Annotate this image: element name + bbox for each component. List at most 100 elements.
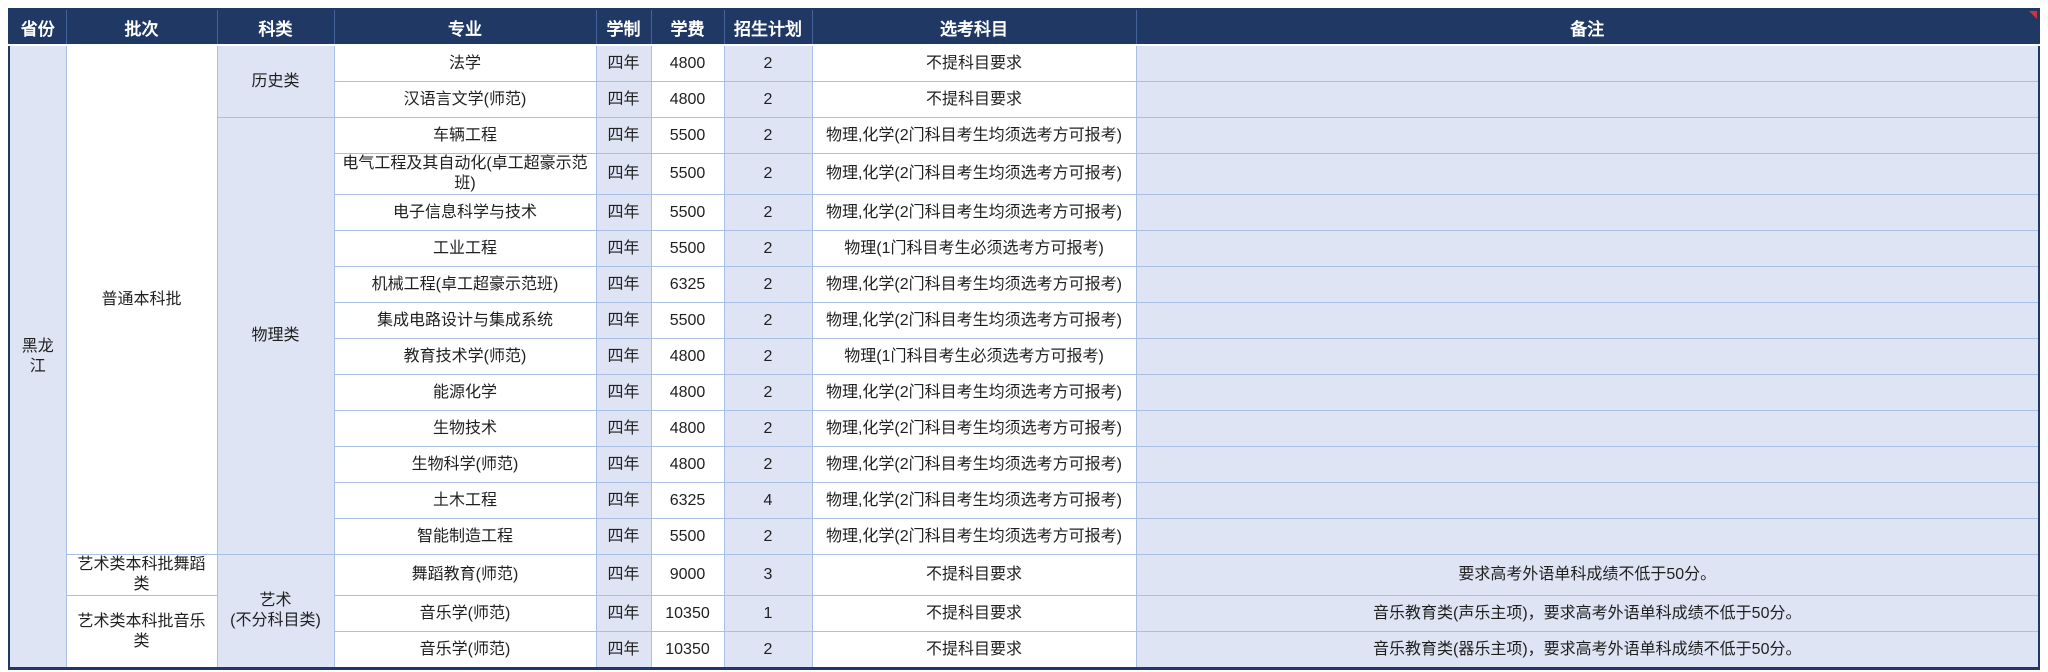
cell-duration: 四年 bbox=[595, 631, 652, 669]
cell-note bbox=[1135, 81, 2040, 118]
cell-note bbox=[1135, 338, 2040, 375]
cell-subjects: 不提科目要求 bbox=[811, 554, 1137, 596]
cell-plan: 2 bbox=[723, 446, 813, 483]
table-row: 生物技术 四年 4800 2 物理,化学(2门科目考生均须选考方可报考) bbox=[9, 410, 2040, 447]
table-row: 汉语言文学(师范) 四年 4800 2 不提科目要求 bbox=[9, 81, 2040, 118]
cell-duration: 四年 bbox=[595, 117, 652, 154]
cell-fee: 9000 bbox=[650, 554, 725, 596]
cell-plan: 2 bbox=[723, 230, 813, 267]
cell-note bbox=[1135, 374, 2040, 411]
table-row: 电气工程及其自动化(卓工超豪示范班) 四年 5500 2 物理,化学(2门科目考生均须选… bbox=[9, 153, 2040, 195]
cell-plan: 2 bbox=[723, 302, 813, 339]
cell-subjects: 物理,化学(2门科目考生均须选考方可报考) bbox=[811, 266, 1137, 303]
cell-duration: 四年 bbox=[595, 595, 652, 632]
cell-major: 集成电路设计与集成系统 bbox=[333, 302, 597, 339]
cell-major: 音乐学(师范) bbox=[333, 631, 597, 669]
cell-plan: 2 bbox=[723, 518, 813, 555]
cell-plan: 2 bbox=[723, 81, 813, 118]
header-plan: 招生计划 bbox=[723, 8, 813, 46]
cell-duration: 四年 bbox=[595, 338, 652, 375]
cell-note bbox=[1135, 44, 2040, 82]
cell-major: 生物技术 bbox=[333, 410, 597, 447]
cell-major: 生物科学(师范) bbox=[333, 446, 597, 483]
cell-major: 音乐学(师范) bbox=[333, 595, 597, 632]
cell-subjects: 物理,化学(2门科目考生均须选考方可报考) bbox=[811, 446, 1137, 483]
header-subjects: 选考科目 bbox=[811, 8, 1137, 46]
cell-subjects: 物理,化学(2门科目考生均须选考方可报考) bbox=[811, 117, 1137, 154]
cell-plan: 2 bbox=[723, 266, 813, 303]
cell-note bbox=[1135, 302, 2040, 339]
table-row: 电子信息科学与技术 四年 5500 2 物理,化学(2门科目考生均须选考方可报考) bbox=[9, 194, 2040, 231]
cell-plan: 2 bbox=[723, 117, 813, 154]
cell-plan: 2 bbox=[723, 44, 813, 82]
cell-note bbox=[1135, 266, 2040, 303]
cell-fee: 6325 bbox=[650, 482, 725, 519]
cell-duration: 四年 bbox=[595, 230, 652, 267]
cell-note: 音乐教育类(器乐主项)，要求高考外语单科成绩不低于50分。 bbox=[1135, 631, 2040, 669]
cell-major: 能源化学 bbox=[333, 374, 597, 411]
cell-subjects: 物理,化学(2门科目考生均须选考方可报考) bbox=[811, 482, 1137, 519]
table-row: 艺术类本科批舞蹈类 艺术 (不分科目类) 舞蹈教育(师范) 四年 9000 3 不提科目要求… bbox=[9, 554, 2040, 669]
table-row: 工业工程 四年 5500 2 物理(1门科目考生必须选考方可报考) bbox=[9, 230, 2040, 267]
cell-duration: 四年 bbox=[595, 482, 652, 519]
cell-fee: 4800 bbox=[650, 410, 725, 447]
cell-fee: 5500 bbox=[650, 153, 725, 195]
table-row: 土木工程 四年 6325 4 物理,化学(2门科目考生均须选考方可报考) bbox=[9, 482, 2040, 519]
cell-fee: 5500 bbox=[650, 230, 725, 267]
cell-duration: 四年 bbox=[595, 302, 652, 339]
cell-note bbox=[1135, 194, 2040, 231]
cell-major: 机械工程(卓工超豪示范班) bbox=[333, 266, 597, 303]
cell-category: 物理类 bbox=[216, 117, 335, 555]
cell-plan: 2 bbox=[723, 374, 813, 411]
cell-duration: 四年 bbox=[595, 410, 652, 447]
cell-major: 舞蹈教育(师范) bbox=[333, 554, 597, 596]
cell-plan: 4 bbox=[723, 482, 813, 519]
cell-major: 车辆工程 bbox=[333, 117, 597, 154]
cell-duration: 四年 bbox=[595, 266, 652, 303]
table-row: 生物科学(师范) 四年 4800 2 物理,化学(2门科目考生均须选考方可报考) bbox=[9, 446, 2040, 483]
cell-subjects: 不提科目要求 bbox=[811, 81, 1137, 118]
table-body: 黑龙江 普通本科批 历史类 法学 四年 4800 2 不提科目要求 汉语言文学(师范) 四年 480… bbox=[8, 44, 2040, 669]
cell-duration: 四年 bbox=[595, 194, 652, 231]
cell-batch: 艺术类本科批音乐类 bbox=[65, 595, 218, 669]
cell-fee: 4800 bbox=[650, 81, 725, 118]
cell-plan: 2 bbox=[723, 194, 813, 231]
cell-major: 法学 bbox=[333, 44, 597, 82]
cell-fee: 5500 bbox=[650, 194, 725, 231]
table-row: 黑龙江 普通本科批 历史类 法学 四年 4800 2 不提科目要求 bbox=[8, 44, 2040, 669]
header-batch: 批次 bbox=[65, 8, 218, 46]
cell-batch: 艺术类本科批舞蹈类 bbox=[65, 554, 218, 596]
cell-subjects: 物理,化学(2门科目考生均须选考方可报考) bbox=[811, 194, 1137, 231]
cell-subjects: 物理,化学(2门科目考生均须选考方可报考) bbox=[811, 302, 1137, 339]
comment-indicator-icon bbox=[2029, 11, 2037, 19]
cell-duration: 四年 bbox=[595, 81, 652, 118]
cell-fee: 4800 bbox=[650, 374, 725, 411]
cell-major: 土木工程 bbox=[333, 482, 597, 519]
cell-duration: 四年 bbox=[595, 446, 652, 483]
cell-subjects: 不提科目要求 bbox=[811, 44, 1137, 82]
cell-subjects: 物理,化学(2门科目考生均须选考方可报考) bbox=[811, 374, 1137, 411]
header-note: 备注 bbox=[1135, 8, 2040, 46]
cell-subjects: 不提科目要求 bbox=[811, 595, 1137, 632]
cell-fee: 10350 bbox=[650, 595, 725, 632]
cell-subjects: 物理(1门科目考生必须选考方可报考) bbox=[811, 230, 1137, 267]
cell-note bbox=[1135, 153, 2040, 195]
cell-duration: 四年 bbox=[595, 153, 652, 195]
cell-fee: 10350 bbox=[650, 631, 725, 669]
table-row: 物理类 车辆工程 四年 5500 2 物理,化学(2门科目考生均须选考方可报考) bbox=[9, 117, 2040, 555]
cell-subjects: 不提科目要求 bbox=[811, 631, 1137, 669]
cell-category: 艺术 (不分科目类) bbox=[216, 554, 335, 669]
cell-major: 汉语言文学(师范) bbox=[333, 81, 597, 118]
cell-batch: 普通本科批 bbox=[65, 44, 218, 555]
cell-fee: 5500 bbox=[650, 518, 725, 555]
cell-plan: 2 bbox=[723, 338, 813, 375]
cell-plan: 3 bbox=[723, 554, 813, 596]
cell-plan: 1 bbox=[723, 595, 813, 632]
table-row: 能源化学 四年 4800 2 物理,化学(2门科目考生均须选考方可报考) bbox=[9, 374, 2040, 411]
cell-major: 电气工程及其自动化(卓工超豪示范班) bbox=[333, 153, 597, 195]
cell-fee: 4800 bbox=[650, 338, 725, 375]
table-row: 音乐学(师范) 四年 10350 2 不提科目要求 音乐教育类(器乐主项)，要求高考外语单… bbox=[9, 631, 2040, 669]
cell-note bbox=[1135, 410, 2040, 447]
header-fee: 学费 bbox=[650, 8, 725, 46]
